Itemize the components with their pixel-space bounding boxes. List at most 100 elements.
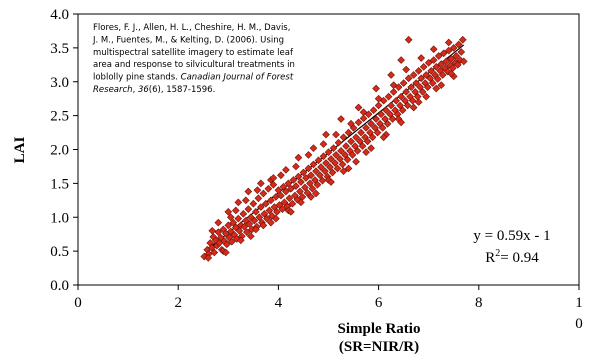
data-point [312,189,320,198]
data-point [324,148,333,157]
data-point [426,74,435,83]
data-point [311,176,319,184]
data-point [210,248,219,257]
data-point [322,159,330,167]
data-point [267,218,275,227]
data-point [459,57,468,66]
data-point [309,160,318,169]
data-point [269,174,278,182]
data-point [329,144,338,152]
data-point [338,160,347,169]
data-point [437,60,446,68]
data-point [302,174,310,182]
data-point [322,130,330,139]
data-point [343,155,352,164]
data-point [309,144,318,152]
data-point [259,221,268,230]
data-point [239,210,248,218]
data-point [252,208,260,216]
data-point [432,63,441,71]
data-point [369,106,378,115]
data-point [397,118,405,127]
data-point [404,35,413,44]
data-point [434,52,443,60]
data-point [331,159,339,167]
data-point [402,88,410,96]
data-point [277,171,285,180]
data-point [255,213,264,222]
data-point [383,119,392,128]
x-tick-label: 8 [475,295,483,311]
data-point [307,193,315,201]
data-point [357,128,365,137]
data-point [224,208,233,216]
data-point [389,88,398,96]
data-point [353,147,362,155]
data-point [332,151,340,159]
data-point [437,81,446,89]
data-point [269,180,278,189]
data-point [321,167,329,176]
data-point [403,101,412,110]
data-point [278,205,287,213]
data-point [326,163,334,171]
data-point [377,110,385,119]
data-point [259,189,268,198]
data-point [367,119,375,128]
data-point [234,198,243,207]
data-point [348,151,357,159]
data-point [423,83,432,91]
y-tick-label: 4.0 [50,7,69,23]
citation-line: multispectral satellite imagery to estim… [93,48,294,58]
data-point [257,203,265,211]
data-point [249,199,258,208]
data-point [328,168,337,177]
data-point [347,119,355,128]
data-point [418,88,427,96]
data-point [419,63,428,71]
data-point [214,228,223,236]
data-point [447,69,456,78]
data-point [334,138,343,147]
data-point [240,222,249,231]
data-point [314,156,323,165]
data-point [359,114,368,123]
x-tick-label: 0 [575,316,583,332]
data-point [352,133,360,142]
data-point [265,206,274,215]
data-point [427,67,436,75]
data-point [287,184,295,193]
data-point [339,167,348,176]
data-point [267,196,275,205]
data-point [407,83,415,91]
data-point [297,178,305,186]
x-axis-title-line2: (SR=NIR/R) [339,339,419,355]
data-point [342,142,350,150]
data-point [277,191,285,200]
data-point [293,195,302,204]
data-point [312,167,320,176]
data-point [447,54,456,63]
x-tick-label: 6 [375,295,383,311]
data-point [318,176,327,185]
data-point [399,79,408,87]
data-point [352,157,360,166]
data-point [289,176,298,184]
data-point [354,118,363,127]
data-point [224,221,233,230]
data-point [317,163,325,171]
data-point [301,183,309,192]
data-point [274,186,283,194]
data-point [254,194,263,203]
data-point [341,151,349,159]
y-tick-label: 2.5 [50,109,69,125]
data-point [362,123,370,132]
citation-line: Flores, F. J., Allen, H. L., Cheshire, H… [93,23,290,33]
y-tick-label: 1.0 [50,210,69,226]
citation-line: Research, 36(6), 1587-1596. [93,85,215,95]
data-point [292,182,300,190]
data-point [409,103,418,112]
data-point [316,171,324,180]
data-point [303,189,312,197]
